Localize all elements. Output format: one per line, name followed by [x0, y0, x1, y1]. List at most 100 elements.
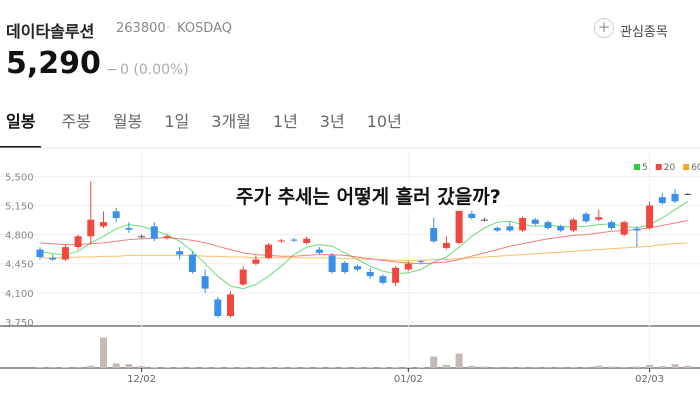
volume-bar [138, 366, 146, 368]
candle-body [138, 236, 146, 238]
legend-label: 20 [664, 163, 676, 173]
tab[interactable]: 1년 [272, 112, 298, 131]
candle-body [392, 267, 400, 283]
volume-bar [442, 364, 450, 368]
candle-body [481, 219, 488, 221]
moving-average [39, 220, 688, 265]
volume-bar [417, 367, 425, 368]
candle-body [493, 227, 501, 231]
candle-body [569, 219, 577, 231]
volume-bar [671, 364, 679, 368]
candle-body [277, 240, 285, 242]
candle-body [252, 259, 260, 264]
y-tick-label: 4,100 [5, 289, 34, 300]
legend-label: 5 [642, 163, 648, 173]
annotation: 주가 추세는 어떻게 흘러 갔을까? [230, 180, 507, 211]
volume-bar [303, 367, 311, 368]
volume-bar [227, 367, 234, 368]
volume-bar [61, 367, 69, 368]
candle-body [49, 257, 57, 260]
candle-body [557, 226, 565, 231]
volume-bar [354, 367, 361, 368]
separator-dot: · [166, 21, 171, 36]
tab-bar: 일봉 주봉 월봉 1일 3개월 1년 3년 10년 [0, 108, 418, 148]
x-tick-label: 12/02 [127, 374, 156, 385]
tab[interactable]: 일봉 [0, 108, 42, 148]
volume-bar [163, 367, 171, 368]
x-tick-label: 02/03 [635, 374, 664, 385]
candle-body [265, 244, 273, 258]
tab[interactable]: 3년 [319, 112, 345, 131]
candle-body [404, 263, 412, 270]
tab[interactable]: 3개월 [211, 112, 251, 131]
candle-body [176, 251, 184, 255]
candle-body [201, 276, 209, 289]
candle-body [315, 249, 323, 253]
moving-average [40, 242, 688, 261]
volume-bar [506, 366, 514, 368]
watch-button[interactable]: 관심종목 [620, 25, 668, 40]
candle-body [468, 213, 476, 218]
volume-bar [125, 364, 133, 368]
candle-body [163, 236, 171, 238]
x-tick-label: 01/02 [394, 374, 423, 385]
volume-bar [684, 365, 692, 368]
candle-body [214, 299, 222, 317]
legend-swatch [683, 164, 690, 170]
candle-body [620, 222, 628, 235]
candle-body [379, 276, 387, 283]
volume-bar [201, 367, 209, 368]
y-tick-label: 5,500 [5, 172, 34, 183]
volume-bar [150, 367, 158, 368]
candle-body [290, 239, 298, 241]
y-tick-label: 3,750 [5, 318, 34, 329]
tab[interactable]: 주봉 [61, 112, 91, 131]
candle-body [455, 209, 463, 243]
candle-body [188, 254, 196, 272]
moving-average [39, 200, 688, 290]
change: 0 (0.00%) [120, 62, 189, 78]
candle-body [74, 236, 82, 248]
volume-bar [468, 365, 476, 368]
candle-body [608, 222, 615, 228]
volume-bar [430, 356, 438, 368]
stock-code: 263800 [116, 21, 166, 36]
volume-bar [519, 366, 527, 368]
candle-body [506, 226, 514, 231]
candle-body [417, 261, 425, 263]
candle-body [658, 197, 666, 204]
volume-bar [646, 364, 654, 368]
candle-body [239, 269, 247, 285]
candle-body [36, 249, 44, 258]
candle-body [100, 222, 107, 227]
volume-bar [315, 367, 323, 368]
volume-bar [633, 366, 641, 368]
volume-bar [392, 367, 400, 368]
volume-bar [252, 367, 260, 368]
candle-body [87, 219, 95, 237]
candle-body [430, 227, 438, 242]
volume-bar [569, 366, 577, 368]
candle-body [519, 218, 527, 231]
candle-body [442, 242, 450, 248]
tab[interactable]: 10년 [366, 112, 402, 131]
volume-bar [112, 363, 120, 368]
volume-bar [36, 367, 44, 368]
legend-swatch [655, 164, 662, 170]
volume-bar [341, 367, 349, 368]
candle-body [354, 266, 361, 270]
tab[interactable]: 1일 [164, 112, 190, 131]
market: KOSDAQ [177, 21, 232, 36]
add-icon[interactable]: + [594, 18, 614, 38]
candle-body [582, 213, 590, 222]
candle-body [671, 193, 679, 202]
tab[interactable]: 월봉 [112, 112, 143, 131]
volume-bar [493, 366, 501, 368]
volume-bar [608, 366, 615, 368]
candle-body [125, 227, 133, 230]
y-tick-label: 4,450 [5, 260, 34, 271]
candle-body [303, 238, 311, 243]
volume-bar [74, 366, 82, 368]
volume-bar [481, 366, 488, 368]
volume-bar [658, 366, 666, 368]
